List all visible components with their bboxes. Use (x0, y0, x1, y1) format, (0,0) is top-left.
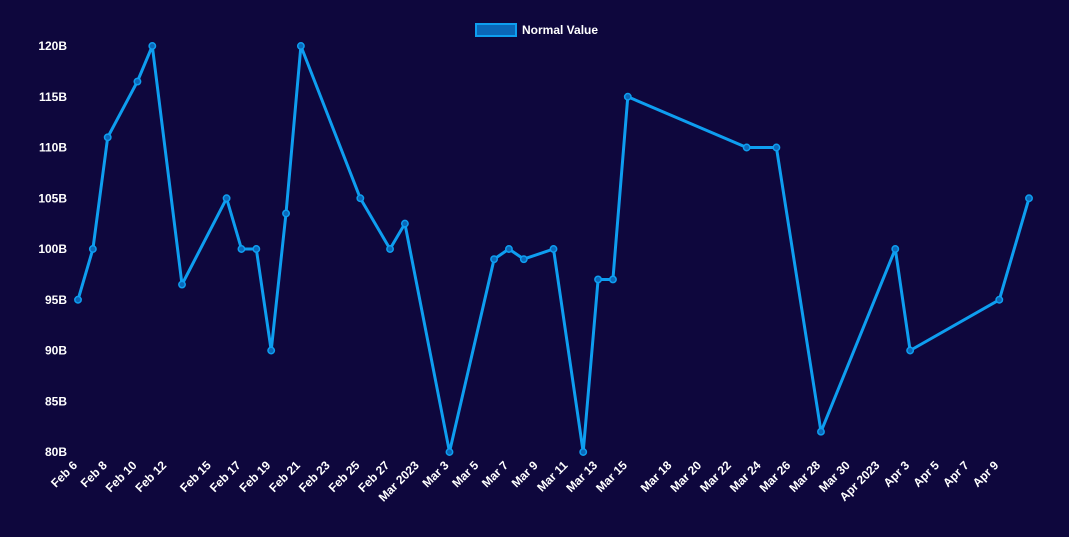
y-tick-label: 120B (38, 39, 67, 53)
data-point[interactable] (222, 194, 231, 203)
data-point[interactable] (103, 133, 112, 142)
x-tick-label: Feb 6 (48, 458, 80, 490)
data-point[interactable] (386, 245, 394, 253)
data-point[interactable] (237, 245, 246, 253)
x-tick-label: Mar 28 (786, 458, 823, 495)
data-point[interactable] (88, 245, 97, 253)
data-point[interactable] (1025, 194, 1033, 203)
data-point[interactable] (504, 245, 513, 253)
x-tick-label: Apr 7 (940, 458, 972, 490)
x-tick-label: Mar 26 (757, 458, 794, 495)
data-point[interactable] (742, 143, 751, 152)
y-tick-label: 80B (45, 445, 67, 459)
data-point[interactable] (178, 280, 186, 289)
y-tick-label: 110B (39, 141, 67, 155)
data-point[interactable] (549, 245, 558, 253)
data-point[interactable] (490, 255, 499, 264)
x-tick-label: Feb 10 (103, 458, 140, 495)
plot-area (74, 42, 1033, 456)
x-tick-label: Mar 5 (449, 458, 481, 490)
x-tick-label: Feb 25 (326, 458, 363, 495)
x-tick-label: Feb 17 (207, 458, 244, 495)
y-tick-label: 105B (38, 191, 67, 205)
x-tick-label: Feb 21 (266, 458, 303, 495)
x-tick-label: Apr 5 (910, 458, 942, 490)
x-tick-label: Mar 18 (638, 458, 675, 495)
data-point[interactable] (445, 448, 454, 456)
data-point[interactable] (74, 295, 82, 304)
y-tick-label: 85B (45, 394, 67, 408)
legend-label-normal-value: Normal Value (522, 23, 598, 37)
x-tick-label: Mar 11 (534, 458, 571, 495)
data-point[interactable] (400, 219, 409, 228)
y-tick-label: 95B (45, 293, 67, 307)
x-tick-label: Mar 3 (420, 458, 452, 490)
x-tick-label: Mar 13 (563, 458, 600, 495)
data-point[interactable] (267, 346, 276, 355)
legend-swatch-normal-value (475, 23, 517, 37)
x-tick-label: Mar 24 (727, 458, 764, 495)
data-point[interactable] (817, 427, 825, 436)
x-tick-label: Feb 19 (237, 458, 274, 495)
x-tick-label: Mar 22 (697, 458, 734, 495)
data-point[interactable] (623, 92, 632, 101)
y-tick-label: 90B (45, 344, 67, 358)
data-point[interactable] (772, 143, 781, 152)
data-point[interactable] (148, 42, 157, 50)
x-tick-label: Apr 3 (881, 458, 913, 490)
data-point[interactable] (296, 42, 305, 50)
data-point[interactable] (133, 77, 142, 86)
data-point[interactable] (891, 245, 900, 253)
data-point[interactable] (995, 295, 1004, 304)
data-point[interactable] (608, 275, 617, 284)
data-point[interactable] (519, 255, 528, 264)
x-tick-label: Feb 23 (296, 458, 333, 495)
data-point[interactable] (282, 209, 290, 218)
x-tick-label: Feb 12 (132, 458, 169, 495)
y-tick-label: 100B (38, 242, 67, 256)
data-point[interactable] (356, 194, 365, 203)
data-point[interactable] (594, 275, 603, 284)
data-point[interactable] (252, 245, 261, 253)
legend[interactable]: Normal Value (475, 23, 598, 37)
data-point[interactable] (906, 346, 915, 355)
x-tick-label: Feb 15 (177, 458, 214, 495)
x-tick-label: Mar 7 (479, 458, 511, 490)
data-point[interactable] (579, 448, 588, 456)
x-tick-label: Mar 20 (667, 458, 704, 495)
y-tick-label: 115B (39, 90, 67, 104)
x-tick-label: Mar 15 (593, 458, 630, 495)
x-tick-label: Apr 9 (970, 458, 1002, 490)
y-axis: 80B 85B 90B 95B 100B 105B 110B 115B 120B (38, 39, 67, 459)
